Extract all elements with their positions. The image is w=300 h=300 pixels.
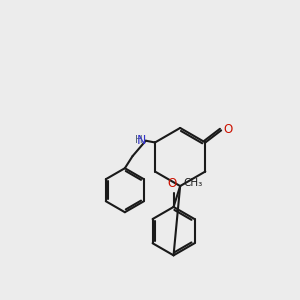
Text: N: N: [136, 134, 146, 147]
Text: O: O: [224, 123, 233, 136]
Text: O: O: [168, 177, 177, 190]
Text: H: H: [135, 135, 143, 145]
Text: CH₃: CH₃: [184, 178, 203, 188]
